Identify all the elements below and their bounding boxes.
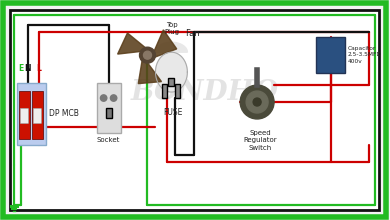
Text: N: N: [25, 64, 31, 73]
Text: DP MCB: DP MCB: [49, 110, 79, 119]
Polygon shape: [156, 42, 187, 52]
FancyBboxPatch shape: [20, 108, 28, 123]
FancyBboxPatch shape: [19, 91, 30, 139]
FancyBboxPatch shape: [18, 82, 46, 145]
FancyBboxPatch shape: [176, 84, 181, 98]
FancyBboxPatch shape: [32, 91, 43, 139]
FancyBboxPatch shape: [10, 10, 379, 210]
Polygon shape: [156, 52, 187, 92]
Text: Socket: Socket: [97, 137, 121, 143]
Polygon shape: [151, 30, 177, 59]
Circle shape: [240, 85, 274, 119]
Circle shape: [140, 47, 156, 63]
FancyBboxPatch shape: [316, 37, 345, 73]
Circle shape: [101, 95, 107, 101]
Text: E: E: [18, 64, 23, 73]
FancyBboxPatch shape: [106, 108, 112, 118]
Polygon shape: [138, 57, 161, 84]
Circle shape: [253, 98, 261, 106]
Circle shape: [144, 51, 151, 59]
Text: BONDHO: BONDHO: [130, 79, 278, 106]
FancyBboxPatch shape: [97, 83, 121, 133]
Text: Fan: Fan: [185, 29, 200, 38]
Polygon shape: [118, 33, 149, 54]
Text: FUSE: FUSE: [164, 108, 183, 117]
FancyBboxPatch shape: [34, 108, 41, 123]
Text: L: L: [36, 64, 41, 73]
Circle shape: [110, 95, 117, 101]
Text: Top
Plug: Top Plug: [164, 22, 179, 35]
FancyBboxPatch shape: [163, 84, 167, 98]
Text: Capacitor
2.5-3.5MFD
400v: Capacitor 2.5-3.5MFD 400v: [348, 46, 382, 64]
FancyBboxPatch shape: [168, 78, 174, 86]
Circle shape: [246, 91, 268, 113]
Text: Speed
Regulator
Switch: Speed Regulator Switch: [243, 130, 277, 151]
